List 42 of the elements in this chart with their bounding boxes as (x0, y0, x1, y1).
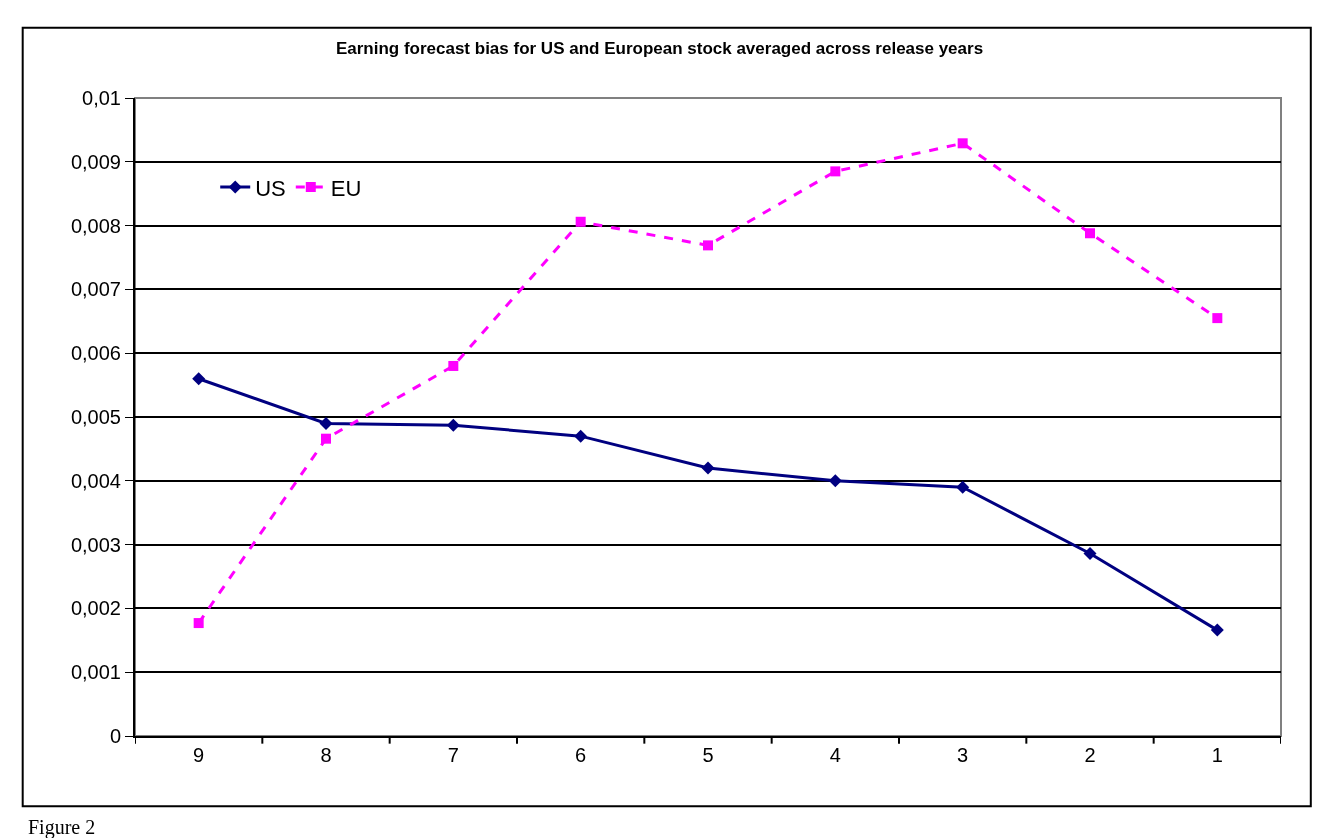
point (319, 416, 333, 430)
x-tick-label: 3 (957, 744, 969, 766)
point (574, 429, 588, 443)
y-tick-label: 0,01 (82, 87, 121, 109)
point (448, 360, 459, 371)
x-tick-label: 5 (702, 744, 714, 766)
point (192, 372, 206, 386)
point (446, 418, 460, 432)
y-tick-label: 0,006 (70, 342, 121, 365)
point (1083, 547, 1097, 561)
point (828, 474, 842, 488)
y-tick-label: 0,007 (70, 278, 121, 301)
y-tick-label: 0,003 (70, 533, 121, 556)
x-tick-label: 2 (1084, 744, 1096, 766)
point (1085, 228, 1095, 239)
point (956, 480, 970, 494)
legend-label: US (255, 175, 286, 201)
y-tick-label: 0,004 (70, 469, 121, 492)
point (575, 216, 586, 227)
x-tick-label: 9 (193, 744, 205, 766)
point (1210, 623, 1224, 637)
point (830, 166, 841, 177)
point (321, 433, 331, 444)
chart-title: Earning forecast bias for US and European stock averaged across release years (335, 38, 984, 58)
caption: Figure 2 (28, 816, 96, 838)
point (957, 138, 968, 149)
x-tick-label: 4 (829, 744, 841, 766)
point (701, 461, 715, 475)
point (703, 240, 713, 251)
legend-label: EU (330, 175, 362, 201)
y-tick-label: 0,001 (70, 661, 121, 684)
y-tick-label: 0,009 (70, 150, 121, 173)
x-tick-label: 6 (575, 744, 587, 766)
y-tick-label: 0 (109, 725, 121, 747)
x-tick-label: 1 (1211, 744, 1223, 766)
x-tick-label: 7 (447, 744, 459, 766)
x-tick-label: 8 (320, 744, 332, 766)
y-tick-label: 0,002 (70, 597, 121, 620)
point (193, 618, 204, 629)
y-tick-label: 0,008 (70, 214, 121, 237)
point (1212, 313, 1223, 324)
y-tick-label: 0,005 (70, 406, 121, 428)
